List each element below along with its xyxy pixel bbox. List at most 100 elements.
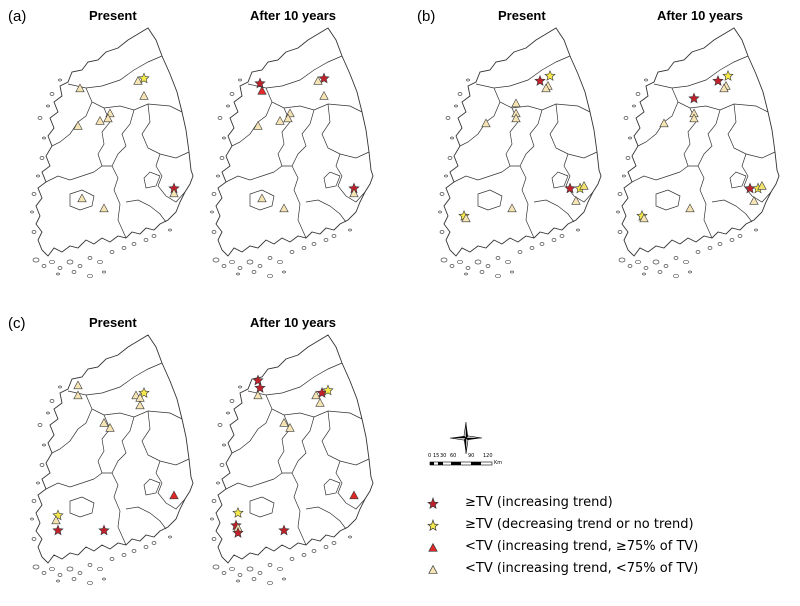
island — [131, 549, 137, 553]
station-marker-star-red — [688, 92, 700, 104]
station-marker-tri-yellow — [579, 180, 589, 190]
province-boundary — [225, 478, 275, 490]
island — [627, 264, 633, 268]
island — [267, 580, 273, 586]
korea-map-c-present — [30, 334, 194, 586]
province-boundary — [141, 103, 190, 159]
station-marker-tri-light — [275, 115, 285, 125]
station-marker-star-red — [98, 524, 110, 536]
island — [323, 238, 329, 242]
station-marker-tri-light — [95, 115, 105, 125]
island — [510, 270, 514, 274]
island — [36, 174, 40, 178]
island — [31, 192, 37, 196]
island — [644, 78, 648, 82]
island — [222, 443, 226, 447]
station-marker-tri-light — [257, 193, 267, 203]
island — [652, 259, 660, 265]
island — [251, 270, 257, 274]
scale-unit: Km — [494, 460, 503, 466]
island — [311, 549, 317, 553]
province-boundary — [335, 460, 366, 510]
island — [56, 272, 60, 276]
island — [282, 270, 286, 274]
island — [143, 238, 149, 242]
island — [102, 270, 106, 274]
island — [41, 571, 47, 575]
legend-symbol-tri-light — [428, 564, 438, 574]
station-marker-tri-red — [169, 490, 179, 500]
island — [311, 242, 317, 246]
station-marker-star-red — [712, 75, 724, 86]
map-title-b-present: Present — [498, 8, 546, 23]
province-boundary — [249, 496, 275, 518]
island — [257, 571, 263, 575]
island — [221, 264, 227, 268]
island — [237, 266, 243, 270]
station-marker-star-yellow — [138, 387, 150, 398]
station-marker-tri-light — [279, 203, 289, 213]
legend-label-tri-red: <TV (increasing trend, ≥75% of TV) — [465, 539, 699, 554]
island — [465, 266, 471, 270]
legend-symbol-star-red — [427, 497, 439, 509]
island — [216, 174, 220, 178]
island — [46, 104, 50, 108]
island — [211, 537, 217, 541]
station-marker-tri-light — [689, 113, 699, 123]
island — [267, 563, 273, 567]
province-boundary — [265, 394, 363, 420]
province-boundary — [125, 199, 167, 223]
station-marker-tri-light — [73, 380, 83, 390]
island — [49, 259, 55, 265]
station-marker-tri-light — [571, 195, 581, 205]
island — [77, 571, 83, 575]
province-boundary — [45, 171, 95, 183]
island — [221, 571, 227, 575]
island — [277, 566, 283, 572]
island — [222, 136, 226, 140]
island — [212, 257, 220, 263]
north-arrow-icon — [449, 421, 483, 455]
province-boundary — [551, 171, 569, 189]
province-boundary — [477, 189, 503, 211]
island — [237, 573, 243, 577]
island — [219, 463, 225, 467]
province-boundary — [727, 103, 776, 159]
province-boundary — [111, 472, 127, 546]
country-outline — [215, 27, 374, 257]
province-boundary — [291, 165, 307, 239]
island — [87, 273, 93, 279]
island — [87, 256, 93, 260]
island — [622, 174, 626, 178]
panel-label-a: (a) — [8, 8, 27, 25]
island — [439, 230, 445, 234]
province-boundary — [143, 478, 161, 496]
island — [87, 580, 93, 586]
island — [46, 411, 50, 415]
province-boundary — [459, 101, 501, 147]
island — [301, 246, 307, 250]
island — [87, 563, 93, 567]
island — [331, 541, 337, 545]
province-boundary — [69, 189, 95, 211]
scale-tick-30: 30 — [440, 453, 447, 459]
island — [109, 557, 115, 561]
island — [37, 116, 43, 120]
island — [505, 259, 511, 265]
island — [37, 423, 43, 427]
map-title-a-after: After 10 years — [250, 8, 336, 23]
island — [151, 541, 157, 545]
island — [211, 499, 217, 503]
station-marker-star-red — [232, 527, 244, 538]
island — [707, 246, 713, 250]
province-boundary — [143, 171, 161, 189]
station-marker-tri-light — [253, 120, 263, 130]
island — [474, 259, 482, 265]
island — [628, 136, 632, 140]
island — [42, 443, 46, 447]
map-title-b-after: After 10 years — [657, 8, 743, 23]
island — [348, 228, 352, 232]
station-marker-star-red — [564, 182, 576, 194]
island — [683, 259, 689, 265]
island — [49, 92, 55, 96]
